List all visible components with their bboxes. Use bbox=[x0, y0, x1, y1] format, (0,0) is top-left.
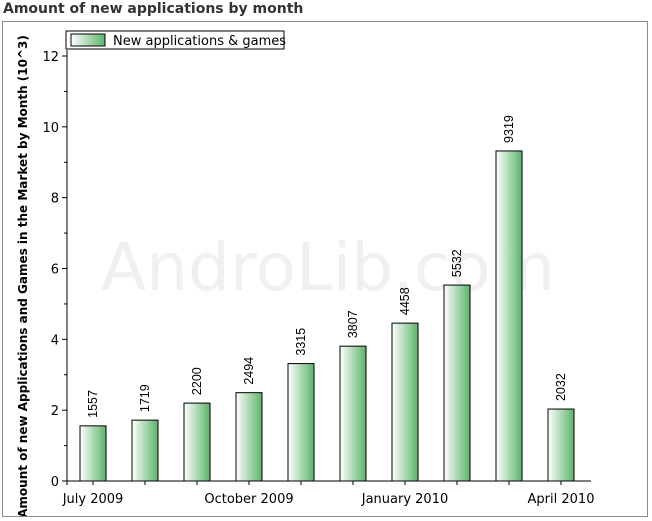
data-label-7: 5532 bbox=[450, 249, 464, 277]
data-label-5: 3807 bbox=[346, 310, 360, 338]
bar-chart: AndroLib.com 1557 1719 2200 2494 3315 3807 445… bbox=[16, 30, 595, 516]
y-tick-label-5: 10 bbox=[42, 121, 59, 136]
chart-panel: AndroLib.com 1557 1719 2200 2494 3315 3807 445… bbox=[2, 21, 648, 517]
chart-heading: Amount of new applications by month bbox=[3, 1, 304, 17]
y-tick-label-6: 12 bbox=[42, 50, 59, 65]
data-label-6: 4458 bbox=[398, 287, 412, 315]
data-label-2: 2200 bbox=[190, 367, 204, 395]
bar-2 bbox=[183, 402, 211, 482]
legend-box bbox=[65, 30, 285, 50]
data-label-1: 1719 bbox=[138, 384, 152, 412]
y-axis-title: Amount of new Applications and Games in … bbox=[16, 35, 30, 516]
data-label-4: 3315 bbox=[294, 328, 308, 356]
bar-9 bbox=[547, 408, 575, 482]
y-tick-label-3: 6 bbox=[51, 263, 59, 278]
bar-0 bbox=[79, 425, 107, 482]
legend: New applications & games bbox=[65, 30, 286, 50]
x-tick-label-3: October 2009 bbox=[204, 492, 293, 507]
bar-7 bbox=[443, 284, 471, 482]
bar-5 bbox=[339, 345, 367, 482]
legend-swatch bbox=[70, 33, 106, 47]
watermark-text: AndroLib.com bbox=[101, 229, 555, 306]
y-tick-label-2: 4 bbox=[51, 333, 59, 348]
data-label-8: 9319 bbox=[502, 115, 516, 143]
bar-4 bbox=[287, 363, 315, 482]
y-tick-label-1: 2 bbox=[51, 404, 59, 419]
bar-1 bbox=[131, 419, 159, 482]
x-tick-label-0: July 2009 bbox=[62, 492, 124, 507]
data-label-3: 2494 bbox=[242, 357, 256, 385]
data-label-9: 2032 bbox=[554, 373, 568, 401]
bar-3 bbox=[235, 392, 263, 482]
y-tick-label-0: 0 bbox=[51, 475, 59, 490]
legend-label: New applications & games bbox=[113, 34, 286, 49]
data-label-0: 1557 bbox=[86, 390, 100, 418]
x-tick-label-6: January 2010 bbox=[361, 492, 449, 507]
bar-6 bbox=[391, 322, 419, 482]
x-tick-label-9: April 2010 bbox=[528, 492, 595, 507]
y-tick-label-4: 8 bbox=[51, 192, 59, 207]
bar-8 bbox=[495, 150, 523, 482]
